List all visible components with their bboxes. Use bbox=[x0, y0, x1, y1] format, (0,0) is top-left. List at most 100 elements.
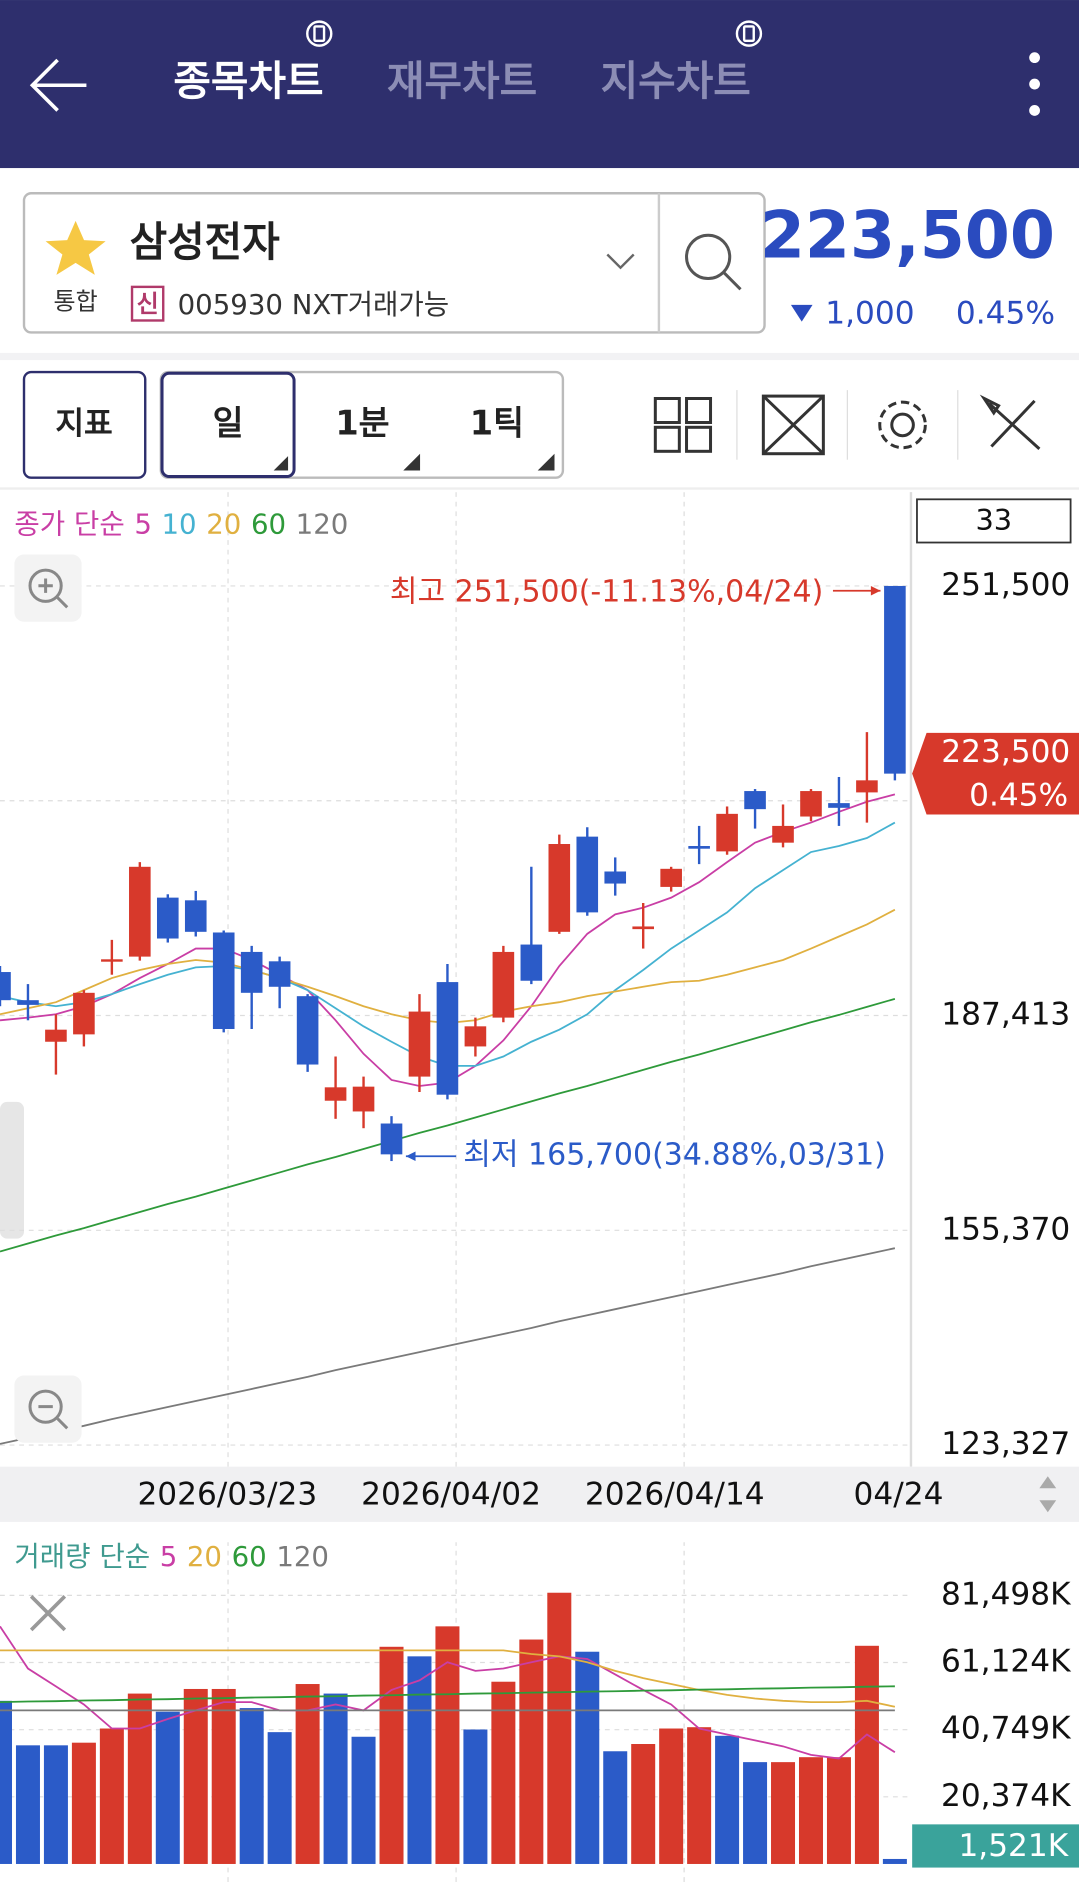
dropdown[interactable] bbox=[606, 253, 635, 270]
tab-active[interactable]: 종목차트 bbox=[173, 57, 323, 105]
more-menu[interactable] bbox=[1029, 52, 1040, 116]
volume-bar bbox=[826, 1757, 851, 1864]
price-badge-pct: 0.45% bbox=[969, 777, 1068, 813]
ma-line bbox=[0, 1649, 896, 1708]
legend-label: 거래량 단순 bbox=[14, 1540, 150, 1573]
legend-entry: 60 bbox=[232, 1540, 267, 1573]
volume-bar bbox=[547, 1592, 572, 1864]
volume-bar bbox=[659, 1728, 684, 1864]
candle-body bbox=[716, 813, 738, 852]
candle-body bbox=[17, 1000, 39, 1005]
candle-body bbox=[184, 900, 207, 932]
volume-bar bbox=[43, 1745, 68, 1864]
axis-divider bbox=[909, 492, 913, 1467]
layout-button[interactable] bbox=[653, 396, 713, 453]
volume-bar bbox=[771, 1762, 796, 1864]
last-volume-label: 1,521K bbox=[958, 1828, 1069, 1864]
tab-icons bbox=[306, 20, 763, 47]
volume-bar bbox=[603, 1751, 628, 1864]
legend-entry: 20 bbox=[187, 1540, 222, 1573]
legend-entry: 5 bbox=[134, 508, 152, 541]
stock-box[interactable] bbox=[22, 192, 766, 334]
candle-body bbox=[492, 951, 515, 1018]
tab[interactable]: 재무차트 bbox=[387, 57, 537, 105]
change: 1,000 bbox=[825, 295, 914, 331]
legend-entry: 5 bbox=[160, 1540, 178, 1573]
volume-bar bbox=[0, 1700, 13, 1864]
credit-badge bbox=[130, 285, 165, 322]
count-box bbox=[916, 498, 1072, 544]
candle-body bbox=[324, 1087, 347, 1101]
volume-bar bbox=[519, 1639, 544, 1864]
x-tick-label: 04/24 bbox=[854, 1477, 944, 1513]
volume-bar bbox=[211, 1688, 236, 1864]
candle-body bbox=[688, 846, 710, 849]
candle-body bbox=[660, 868, 682, 887]
candle-body bbox=[436, 982, 459, 1095]
legend-entry: 20 bbox=[206, 508, 241, 541]
button-label[interactable]: 1틱 bbox=[470, 403, 524, 442]
search-button[interactable] bbox=[685, 233, 742, 291]
side-handle[interactable] bbox=[0, 1101, 25, 1239]
ma-line bbox=[0, 1247, 896, 1445]
tools-button[interactable] bbox=[979, 394, 1041, 451]
low-annotation: 최저 165,700(34.88%,03/31) bbox=[463, 1138, 886, 1173]
back-button[interactable] bbox=[29, 58, 87, 112]
candle-body bbox=[856, 780, 878, 793]
y-tick-label: 40,749K bbox=[941, 1711, 1072, 1747]
volume-bar bbox=[379, 1646, 404, 1864]
button-label[interactable]: 일 bbox=[213, 403, 244, 442]
high-arrow-head bbox=[870, 585, 881, 596]
candle-body bbox=[212, 932, 235, 1030]
scroll-arrows[interactable] bbox=[1039, 1476, 1057, 1513]
y-tick-label: 155,370 bbox=[941, 1211, 1070, 1247]
candle-body bbox=[101, 959, 123, 962]
indicator-button[interactable] bbox=[22, 370, 147, 479]
volume-bar bbox=[435, 1626, 460, 1864]
volume-bar bbox=[687, 1727, 712, 1864]
candle-body bbox=[73, 992, 95, 1035]
candle-body bbox=[772, 825, 794, 843]
plot-area bbox=[0, 492, 910, 1467]
expand-button[interactable] bbox=[761, 394, 825, 456]
candle-body bbox=[296, 996, 319, 1065]
volume-plot: 20,374K 40,749K 61,124K 81,498K 거래량 단순 5 20 60 1… bbox=[0, 1540, 1079, 1882]
volume-bar bbox=[798, 1757, 823, 1864]
close-volume[interactable] bbox=[29, 1595, 67, 1632]
separator bbox=[0, 352, 1079, 361]
ma-line bbox=[0, 1685, 895, 1704]
tab[interactable]: 지수차트 bbox=[601, 57, 751, 105]
x-tick-label: 2026/04/14 bbox=[585, 1477, 765, 1513]
period-selected[interactable] bbox=[160, 371, 296, 479]
candle-body bbox=[240, 951, 263, 993]
y-tick-label: 61,124K bbox=[941, 1644, 1072, 1680]
zoom-in[interactable] bbox=[14, 554, 82, 622]
volume-bar bbox=[99, 1728, 124, 1864]
zoom-out[interactable] bbox=[14, 1375, 82, 1443]
settings-button[interactable] bbox=[878, 400, 927, 450]
candle-body bbox=[45, 1029, 67, 1042]
volume-bar bbox=[127, 1693, 152, 1864]
button-label[interactable]: 1분 bbox=[335, 403, 389, 442]
candle-body bbox=[268, 961, 291, 987]
favorite-star[interactable] bbox=[45, 220, 106, 275]
volume-bar bbox=[715, 1735, 740, 1864]
candle-body bbox=[828, 803, 850, 808]
y-tick-label: 81,498K bbox=[941, 1576, 1072, 1612]
volume-bar bbox=[743, 1762, 768, 1864]
market-label: 통합 bbox=[54, 287, 98, 315]
candle-body bbox=[352, 1086, 375, 1112]
low-arrow-head bbox=[405, 1151, 416, 1162]
volume-bar bbox=[575, 1651, 600, 1864]
date-band bbox=[0, 1466, 1079, 1522]
candle-body bbox=[632, 926, 655, 930]
candle-body bbox=[129, 866, 151, 957]
legend-entry: 120 bbox=[276, 1540, 329, 1573]
legend-entry: 10 bbox=[161, 508, 196, 541]
volume-bar bbox=[155, 1711, 180, 1864]
volume-bar bbox=[351, 1736, 376, 1864]
candle-body bbox=[0, 972, 11, 1001]
volume-bar bbox=[183, 1688, 208, 1864]
candle-body bbox=[884, 585, 906, 774]
